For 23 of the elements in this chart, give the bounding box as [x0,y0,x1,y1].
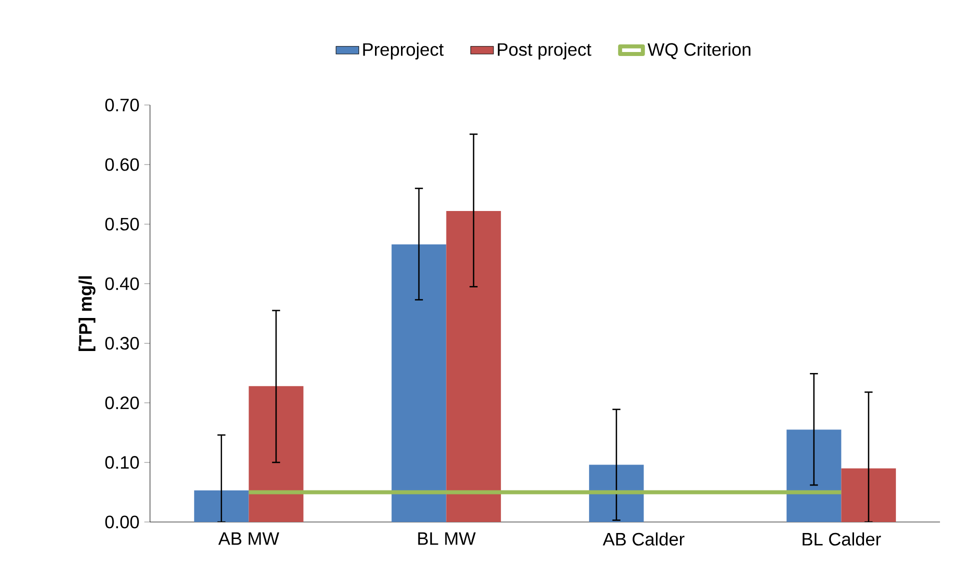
x-tick-label: AB Calder [602,532,684,546]
bar [446,211,501,522]
y-tick-label: 0.10 [105,456,139,469]
x-tick-label: BL MW [418,532,476,545]
legend-label: Preproject [363,42,444,60]
y-tick-label: 0.30 [105,336,139,350]
bar [194,490,249,522]
y-tick-label: 0.50 [105,218,139,231]
bar [392,244,446,522]
bar [841,468,896,522]
bar [589,464,644,522]
y-axis-title: [TP] mg/l [78,276,96,351]
y-tick-label: 0.40 [105,277,139,290]
y-tick-label: 0.20 [105,396,139,410]
y-tick-label: 0.60 [105,158,139,171]
legend-label: Post project [498,42,592,60]
x-tick-label: BL Calder [802,532,881,546]
bar [786,430,842,522]
bar [248,386,304,522]
legend-label: WQ Criterion [648,42,750,60]
y-tick-label: 0.00 [105,516,139,528]
y-tick-label: 0.70 [105,98,139,112]
x-tick-label: AB MW [218,532,280,545]
